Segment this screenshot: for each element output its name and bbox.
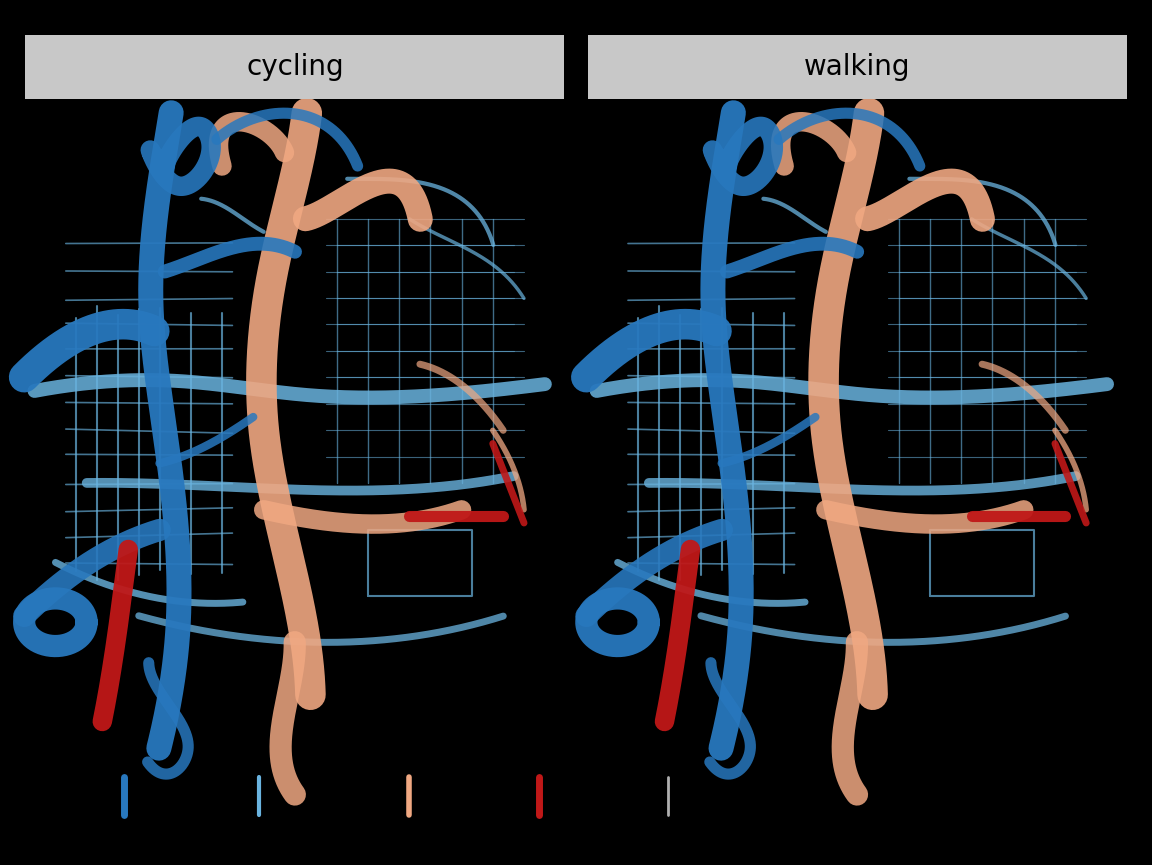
FancyBboxPatch shape [588,35,1127,99]
Text: cycling: cycling [247,53,343,81]
FancyBboxPatch shape [25,35,564,99]
Text: walking: walking [804,53,910,81]
